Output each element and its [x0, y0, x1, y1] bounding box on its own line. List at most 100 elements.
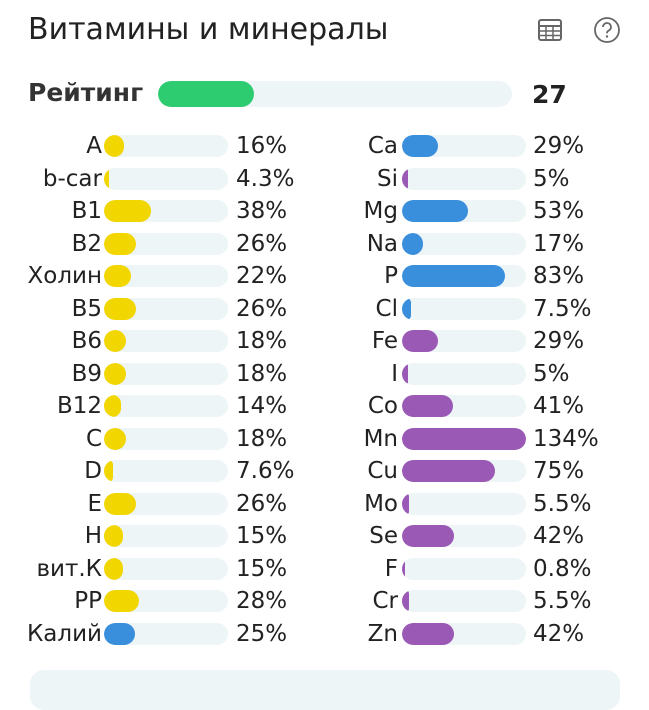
nutrient-label: B9 [71, 360, 102, 387]
nutrient-row: B1 38% [0, 198, 649, 224]
nutrient-row: B5 26% [0, 296, 649, 322]
nutrient-bar [104, 330, 228, 352]
nutrient-bar-fill [402, 525, 455, 547]
nutrient-label: E [87, 490, 102, 517]
nutrient-label: Mo [364, 490, 398, 517]
nutrient-bar-fill [104, 167, 110, 190]
nutrient-bar [104, 525, 228, 547]
nutrient-bar [402, 460, 526, 482]
nutrient-row: вит.К 15% [0, 556, 649, 582]
nutrient-bar [402, 297, 526, 320]
help-icon[interactable] [593, 16, 621, 44]
nutrient-bar [402, 362, 526, 385]
nutrient-row: D 7.6% [0, 458, 649, 484]
nutrient-row: Zn 42% [0, 621, 649, 647]
nutrient-bar [104, 622, 228, 645]
nutrient-value: 22% [236, 263, 288, 289]
nutrient-bar-fill [402, 557, 405, 580]
nutrient-value: 18% [236, 328, 288, 354]
nutrient-row: B9 18% [0, 361, 649, 387]
nutrient-bar [402, 200, 526, 222]
nutrient-bar-fill [104, 200, 152, 222]
nutrient-bar-fill [402, 492, 409, 515]
bottom-panel [30, 670, 620, 710]
nutrient-label: H [84, 523, 102, 549]
rating-value: 27 [532, 80, 567, 109]
nutrient-value: 26% [236, 230, 288, 257]
nutrient-label: Калий [26, 620, 102, 647]
nutrient-value: 134% [533, 425, 599, 452]
nutrient-bar-fill [104, 362, 127, 385]
nutrient-bar [104, 557, 228, 580]
nutrient-bar-fill [104, 622, 135, 645]
rating-bar [158, 81, 512, 107]
table-icon[interactable] [536, 16, 564, 44]
nutrient-bar-fill [402, 200, 468, 222]
nutrient-value: 25% [236, 620, 288, 647]
nutrient-bar [402, 557, 526, 580]
nutrient-label: B2 [71, 230, 102, 257]
nutrient-label: B12 [56, 393, 102, 419]
nutrient-label: вит.К [36, 555, 102, 582]
nutrient-label: P [384, 263, 398, 289]
nutrient-value: 7.6% [236, 458, 295, 484]
nutrient-bar [104, 135, 228, 157]
nutrient-bar-fill [104, 492, 137, 515]
nutrient-bar-fill [104, 395, 122, 417]
nutrient-label: PP [74, 588, 102, 614]
nutrient-label: Na [366, 230, 398, 257]
nutrient-bar-fill [402, 330, 438, 352]
nutrient-bar-fill [104, 265, 132, 287]
nutrient-bar [104, 232, 228, 255]
nutrient-bar-fill [104, 135, 124, 157]
nutrient-bar [104, 460, 228, 482]
nutrient-value: 15% [236, 523, 288, 549]
nutrient-row: Na 17% [0, 231, 649, 257]
nutrient-bar [104, 492, 228, 515]
nutrient-value: 5% [533, 165, 570, 192]
nutrient-value: 42% [533, 523, 585, 549]
nutrient-bar-fill [104, 460, 114, 482]
nutrient-bar-fill [402, 460, 495, 482]
nutrient-bar-fill [402, 362, 409, 385]
nutrient-bar [402, 330, 526, 352]
nutrient-bar [402, 232, 526, 255]
nutrient-row: H 15% [0, 523, 649, 549]
nutrient-bar [402, 265, 526, 287]
nutrient-row: P 83% [0, 263, 649, 289]
nutrient-bar [402, 492, 526, 515]
nutrient-label: Mg [363, 198, 398, 224]
nutrient-value: 0.8% [533, 555, 592, 582]
nutrient-row: Cl 7.5% [0, 296, 649, 322]
nutrient-bar-fill [104, 590, 139, 612]
nutrient-bar [402, 622, 526, 645]
nutrient-value: 29% [533, 133, 585, 159]
nutrient-row: I 5% [0, 361, 649, 387]
nutrient-value: 18% [236, 425, 288, 452]
nutrient-value: 83% [533, 263, 585, 289]
nutrient-bar-fill [402, 395, 453, 417]
nutrient-row: Se 42% [0, 523, 649, 549]
nutrient-value: 15% [236, 555, 288, 582]
nutrient-value: 14% [236, 393, 288, 419]
nutrient-bar [402, 395, 526, 417]
rating-label: Рейтинг [28, 78, 144, 107]
nutrient-bar-fill [104, 427, 127, 450]
nutrient-label: b-car [42, 165, 102, 192]
nutrient-bar-fill [402, 135, 438, 157]
nutrient-row: Fe 29% [0, 328, 649, 354]
nutrient-row: Cu 75% [0, 458, 649, 484]
nutrient-bar-fill [402, 232, 424, 255]
nutrient-bar [104, 427, 228, 450]
nutrient-bar [104, 362, 228, 385]
nutrient-bar-fill [104, 297, 137, 320]
nutrient-value: 38% [236, 198, 288, 224]
nutrient-value: 29% [533, 328, 585, 354]
page-title: Витамины и минералы [28, 12, 389, 47]
nutrient-value: 26% [236, 490, 288, 517]
nutrient-row: Ca 29% [0, 133, 649, 159]
nutrient-label: Ca [367, 133, 398, 159]
nutrient-label: Fe [371, 328, 398, 354]
nutrient-value: 42% [533, 620, 585, 647]
nutrient-value: 18% [236, 360, 288, 387]
